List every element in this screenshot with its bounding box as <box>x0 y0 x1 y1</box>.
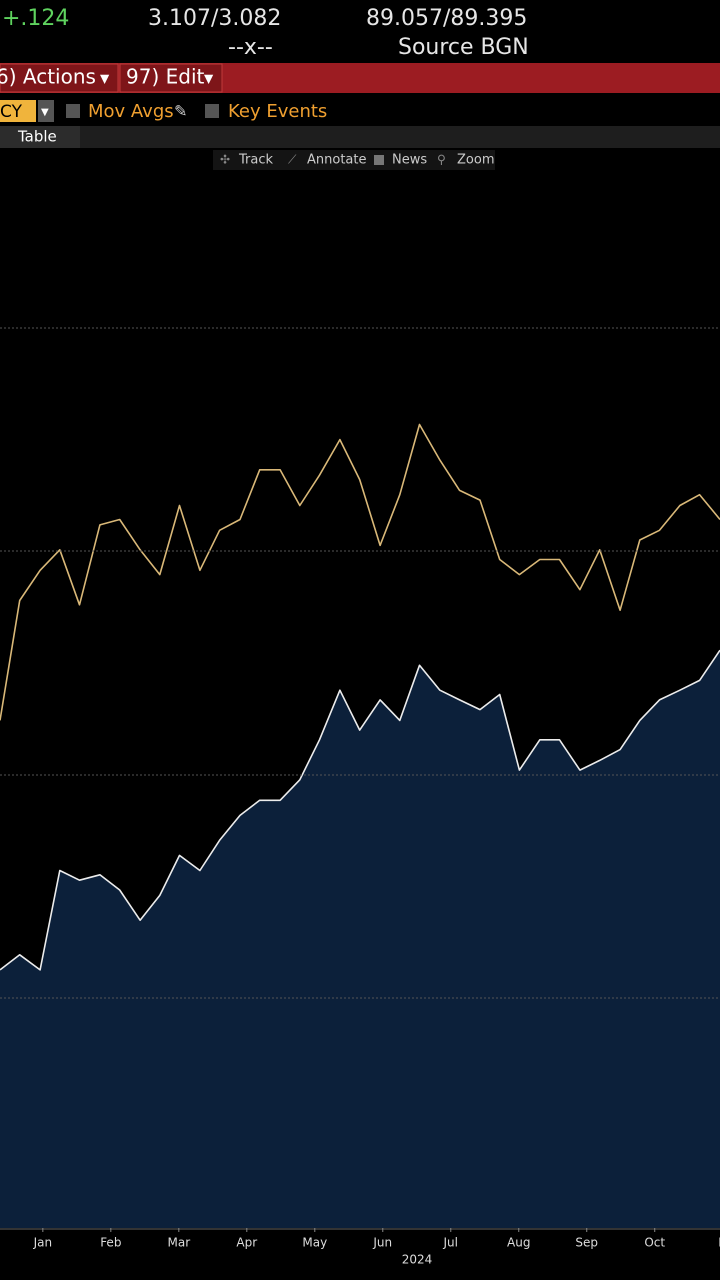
zoom-icon: ⚲ <box>437 153 446 167</box>
source: Source BGN <box>398 35 529 60</box>
change: +.124 <box>2 6 69 31</box>
annotate[interactable]: Annotate <box>307 153 366 168</box>
x-axis-bg <box>0 1228 720 1280</box>
plot <box>0 423 720 1228</box>
news-icon <box>374 155 384 165</box>
series-line <box>0 649 720 971</box>
currency-dropdown[interactable] <box>38 100 54 122</box>
edit-button[interactable] <box>119 63 223 93</box>
table-tab[interactable] <box>0 126 80 148</box>
key-events[interactable]: Key Events <box>228 101 327 122</box>
bid-ask: 89.057/89.395 <box>366 6 527 31</box>
currency-box[interactable] <box>0 100 36 122</box>
edit-label[interactable]: 97) Edit <box>126 65 204 89</box>
area-fill <box>0 650 720 1228</box>
mov-avgs[interactable]: Mov Avgs <box>88 101 174 122</box>
series-line <box>0 423 720 721</box>
pencil-icon: ✎ <box>174 102 187 121</box>
checkbox[interactable] <box>66 104 80 118</box>
actions-label[interactable]: 6) Actions <box>0 65 96 89</box>
bid-ask: 3.107/3.082 <box>148 6 281 31</box>
checkbox[interactable] <box>205 104 219 118</box>
x-axis-label: 2024 <box>402 1253 433 1267</box>
x-tick-label: Oct <box>644 1236 665 1250</box>
track-icon: ✣ <box>220 153 230 167</box>
x-tick-label: N <box>718 1236 720 1250</box>
x-axis: Jan Feb Mar Apr May Jun Jul Aug Sep Oct N <box>33 1228 720 1250</box>
x-tick-label: Mar <box>167 1236 190 1250</box>
separator: --x-- <box>228 35 273 60</box>
annotate-icon: ⟋ <box>288 153 297 167</box>
track[interactable]: Track <box>238 153 273 168</box>
x-tick-label: May <box>302 1236 327 1250</box>
dropdown-arrow: ▼ <box>41 107 49 118</box>
dropdown-arrow: ▼ <box>100 72 110 86</box>
table-tab-label[interactable]: Table <box>17 128 57 146</box>
currency-label[interactable]: CY <box>0 102 23 122</box>
x-tick-label: Sep <box>575 1236 598 1250</box>
x-tick-label: Jun <box>372 1236 392 1250</box>
grid <box>0 327 720 999</box>
actions-button[interactable] <box>0 63 119 93</box>
x-tick-label: Apr <box>236 1236 257 1250</box>
x-tick-label: Jul <box>443 1236 458 1250</box>
tab-bar <box>0 126 720 148</box>
toolbar <box>213 150 495 170</box>
x-tick-label: Aug <box>507 1236 530 1250</box>
header-bg <box>0 0 720 62</box>
x-tick-label: Jan <box>33 1236 53 1250</box>
dropdown-arrow: ▼ <box>204 72 214 86</box>
news[interactable]: News <box>392 153 427 168</box>
zoom[interactable]: Zoom <box>457 153 494 168</box>
x-tick-label: Feb <box>100 1236 121 1250</box>
